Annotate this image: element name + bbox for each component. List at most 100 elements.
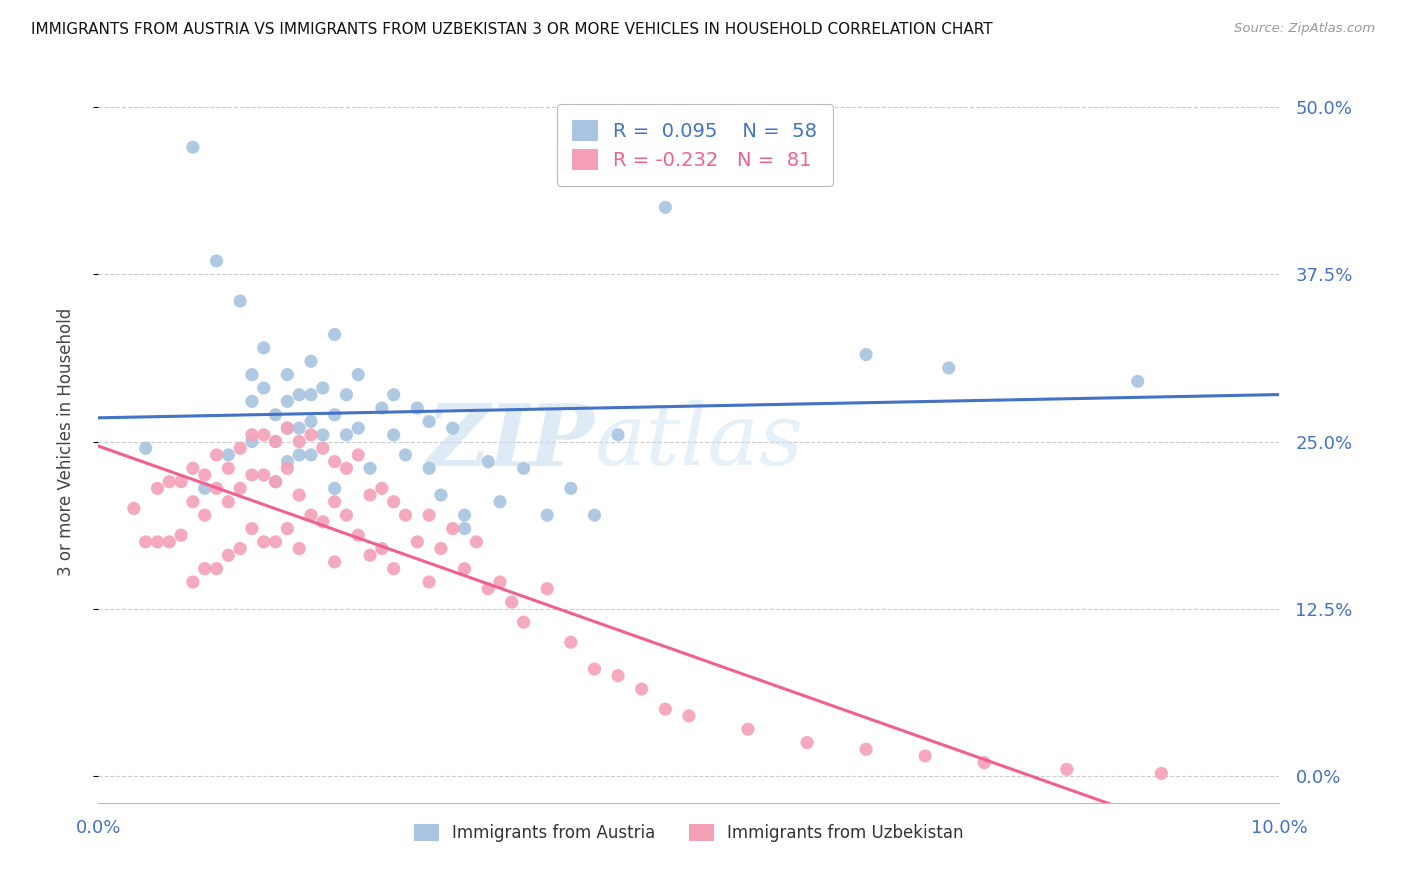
Point — [335, 387, 357, 401]
Point — [217, 461, 239, 475]
Point — [312, 515, 335, 529]
Point — [194, 482, 217, 496]
Point — [288, 387, 311, 401]
Point — [205, 482, 228, 496]
Point — [264, 475, 287, 489]
Point — [489, 575, 512, 590]
Point — [240, 394, 263, 409]
Legend: Immigrants from Austria, Immigrants from Uzbekistan: Immigrants from Austria, Immigrants from… — [408, 817, 970, 848]
Point — [312, 442, 335, 455]
Point — [229, 541, 252, 556]
Point — [194, 508, 217, 523]
Point — [371, 401, 394, 416]
Point — [406, 401, 429, 416]
Point — [737, 723, 759, 737]
Point — [1126, 375, 1149, 389]
Point — [418, 414, 440, 429]
Point — [453, 562, 475, 576]
Point — [477, 582, 499, 596]
Point — [323, 482, 346, 496]
Text: IMMIGRANTS FROM AUSTRIA VS IMMIGRANTS FROM UZBEKISTAN 3 OR MORE VEHICLES IN HOUS: IMMIGRANTS FROM AUSTRIA VS IMMIGRANTS FR… — [31, 22, 993, 37]
Point — [205, 562, 228, 576]
Point — [323, 555, 346, 569]
Point — [264, 408, 287, 422]
Point — [276, 394, 298, 409]
Point — [276, 521, 298, 535]
Point — [536, 508, 558, 523]
Point — [135, 535, 157, 549]
Point — [1056, 762, 1078, 776]
Point — [205, 448, 228, 462]
Point — [489, 494, 512, 508]
Point — [240, 428, 263, 442]
Point — [418, 508, 440, 523]
Point — [678, 708, 700, 723]
Text: ZIP: ZIP — [426, 400, 595, 483]
Point — [512, 461, 534, 475]
Point — [135, 442, 157, 455]
Point — [855, 742, 877, 756]
Point — [253, 381, 276, 395]
Point — [181, 494, 204, 508]
Point — [229, 294, 252, 309]
Point — [264, 535, 287, 549]
Point — [240, 467, 263, 482]
Point — [973, 756, 995, 770]
Point — [382, 494, 405, 508]
Point — [418, 575, 440, 590]
Point — [217, 494, 239, 508]
Point — [240, 434, 263, 449]
Point — [264, 475, 287, 489]
Point — [323, 455, 346, 469]
Point — [323, 408, 346, 422]
Point — [276, 421, 298, 435]
Point — [394, 508, 416, 523]
Point — [607, 669, 630, 683]
Point — [253, 535, 276, 549]
Point — [299, 387, 322, 401]
Point — [335, 428, 357, 442]
Point — [501, 595, 523, 609]
Point — [217, 448, 239, 462]
Point — [276, 421, 298, 435]
Point — [1150, 766, 1173, 780]
Point — [299, 354, 322, 368]
Point — [347, 528, 370, 542]
Point — [288, 541, 311, 556]
Point — [382, 562, 405, 576]
Point — [560, 635, 582, 649]
Point — [146, 482, 169, 496]
Point — [170, 475, 193, 489]
Point — [276, 461, 298, 475]
Point — [170, 528, 193, 542]
Point — [453, 521, 475, 535]
Point — [276, 368, 298, 382]
Point — [288, 434, 311, 449]
Point — [630, 681, 652, 696]
Point — [194, 562, 217, 576]
Point — [607, 428, 630, 442]
Y-axis label: 3 or more Vehicles in Household: 3 or more Vehicles in Household — [56, 308, 75, 575]
Point — [347, 448, 370, 462]
Point — [465, 535, 488, 549]
Point — [157, 535, 180, 549]
Point — [312, 381, 335, 395]
Point — [382, 387, 405, 401]
Point — [382, 428, 405, 442]
Point — [619, 107, 641, 121]
Point — [146, 535, 169, 549]
Point — [122, 501, 145, 516]
Point — [240, 521, 263, 535]
Point — [276, 455, 298, 469]
Point — [264, 434, 287, 449]
Point — [359, 461, 381, 475]
Point — [323, 327, 346, 342]
Point — [312, 428, 335, 442]
Point — [796, 735, 818, 749]
Point — [157, 475, 180, 489]
Point — [441, 521, 464, 535]
Point — [477, 455, 499, 469]
Point — [253, 428, 276, 442]
Point — [181, 140, 204, 154]
Point — [288, 448, 311, 462]
